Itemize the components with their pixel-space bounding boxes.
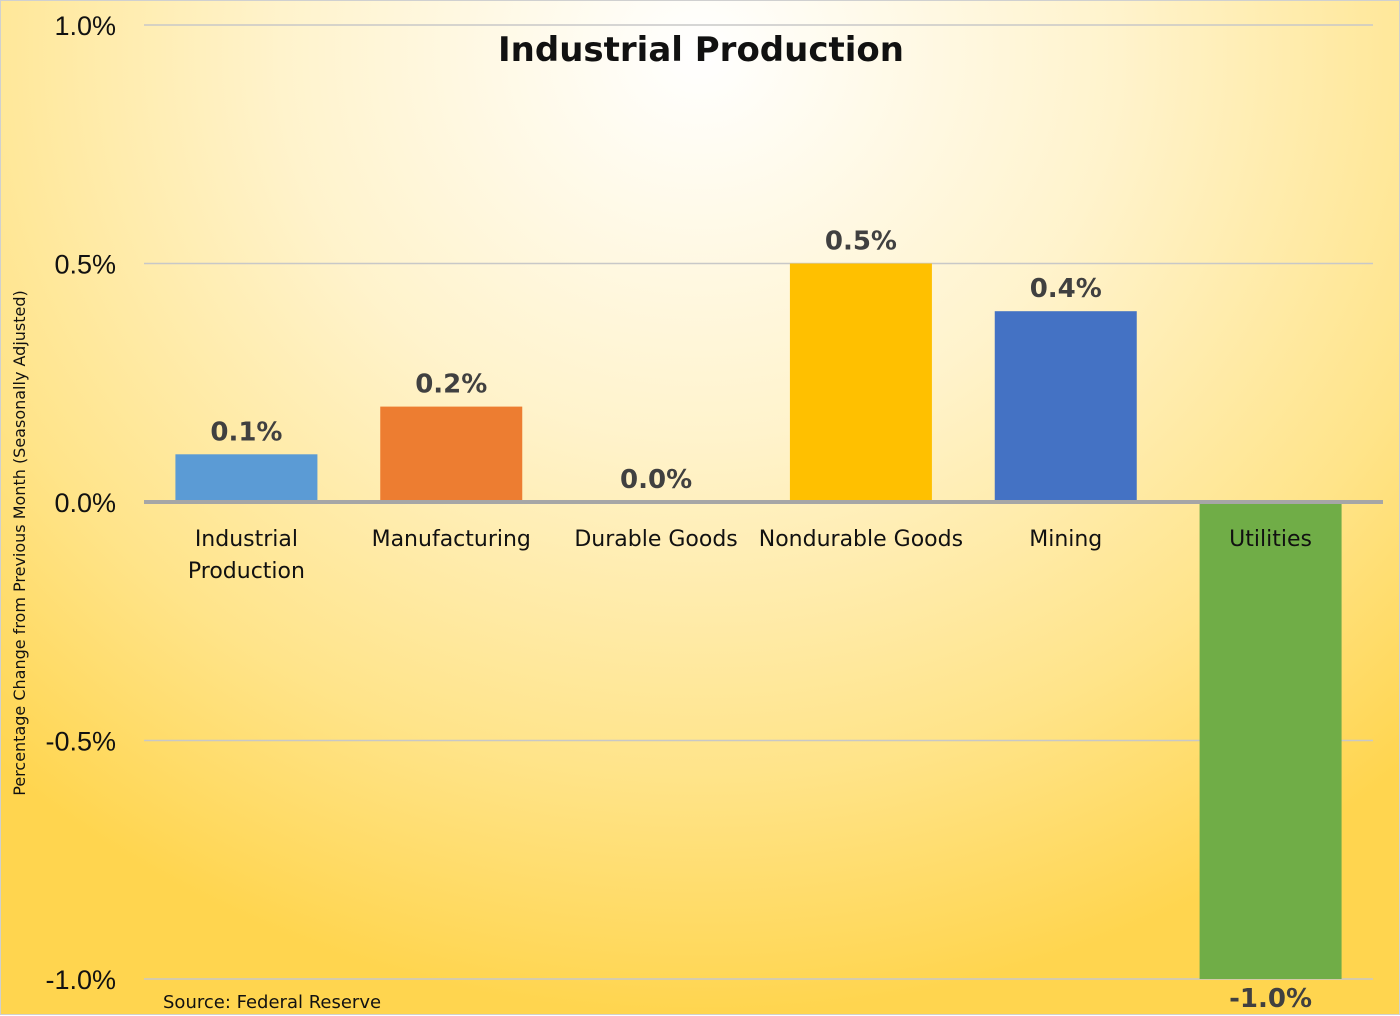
y-tick-label: 0.0% — [54, 488, 116, 518]
x-tick-label: Durable Goods — [574, 527, 737, 552]
x-tick-label: Production — [188, 559, 305, 584]
chart-title: Industrial Production — [498, 30, 904, 70]
data-label: -1.0% — [1229, 984, 1312, 1014]
bar — [994, 311, 1137, 502]
y-tick-label: 0.5% — [54, 250, 116, 280]
data-label: 0.0% — [620, 465, 692, 495]
x-tick-label: Utilities — [1229, 527, 1312, 552]
bar — [175, 454, 318, 502]
source-note: Source: Federal Reserve — [163, 992, 381, 1013]
bar — [789, 263, 932, 502]
x-tick-label: Mining — [1029, 527, 1102, 552]
data-label: 0.5% — [825, 227, 897, 257]
x-tick-label: Manufacturing — [372, 527, 531, 552]
x-tick-label: Industrial — [195, 527, 298, 552]
data-label: 0.4% — [1030, 274, 1102, 304]
y-tick-label: 1.0% — [54, 11, 116, 41]
y-tick-label: -1.0% — [45, 965, 116, 995]
bar — [380, 406, 523, 502]
y-tick-label: -0.5% — [45, 727, 116, 757]
data-label: 0.2% — [415, 370, 487, 400]
data-label: 0.1% — [210, 417, 282, 447]
bar — [1199, 502, 1342, 979]
x-tick-label: Nondurable Goods — [759, 527, 963, 552]
y-axis-label: Percentage Change from Previous Month (S… — [10, 290, 29, 796]
